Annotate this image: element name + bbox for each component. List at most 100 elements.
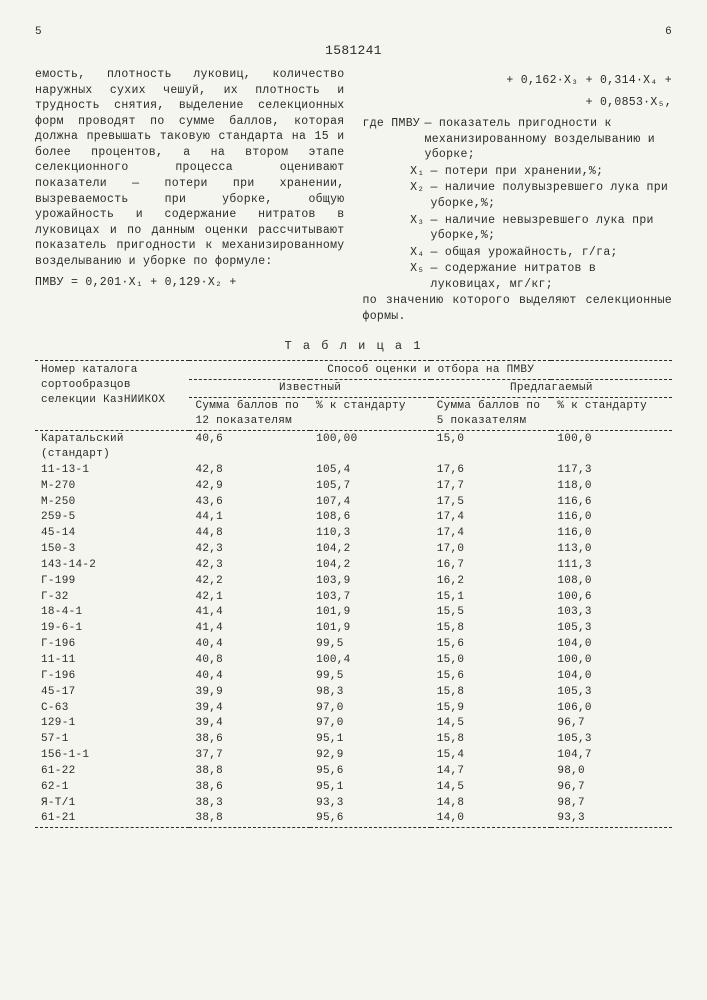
where-text-2: — наличие полувызревшего лука при уборке… [431, 180, 673, 211]
table-cell: 105,4 [310, 462, 431, 478]
table-cell: 62-1 [35, 779, 189, 795]
table-cell: Я-Т/1 [35, 795, 189, 811]
table-cell: 17,4 [431, 526, 552, 542]
table-row: 18-4-141,4101,915,5103,3 [35, 605, 672, 621]
table-cell: 104,2 [310, 542, 431, 558]
table-cell: 101,9 [310, 605, 431, 621]
table-row: 19-6-141,4101,915,8105,3 [35, 621, 672, 637]
table-cell: 15,6 [431, 637, 552, 653]
table-cell: 57-1 [35, 732, 189, 748]
table-row: М-25043,6107,417,5116,6 [35, 494, 672, 510]
table-cell: 104,2 [310, 557, 431, 573]
table-cell: 15,4 [431, 748, 552, 764]
table-row: 143-14-242,3104,216,7111,3 [35, 557, 672, 573]
tail-text: по значению которого выделяют селекционн… [363, 293, 673, 324]
where-x2: X₂ [363, 180, 431, 211]
table-cell: 14,0 [431, 811, 552, 827]
table-cell: 42,8 [189, 462, 310, 478]
where-x4: X₄ [363, 245, 431, 261]
page-header: 5 6 [35, 25, 672, 40]
table-cell: 105,3 [551, 621, 672, 637]
table-cell: 17,6 [431, 462, 552, 478]
table-cell: 42,2 [189, 573, 310, 589]
table-cell: 104,0 [551, 637, 672, 653]
table-cell: 11-13-1 [35, 462, 189, 478]
table-cell: 15,1 [431, 589, 552, 605]
left-paragraph: емость, плотность луковиц, количество на… [35, 67, 345, 269]
table-cell: 113,0 [551, 542, 672, 558]
where-text-3: — наличие невызревшего лука при уборке,%… [431, 213, 673, 244]
th-group: Способ оценки и отбора на ПМВУ [189, 362, 672, 379]
table-cell: 18-4-1 [35, 605, 189, 621]
table-row: 57-138,695,115,8105,3 [35, 732, 672, 748]
table-cell: 116,0 [551, 526, 672, 542]
table-cell: 98,3 [310, 684, 431, 700]
table-cell: 96,7 [551, 716, 672, 732]
table-cell: 38,8 [189, 811, 310, 827]
table-cell: 97,0 [310, 700, 431, 716]
th-c1: Сумма баллов по 12 показателям [189, 398, 310, 431]
table-cell: 93,3 [310, 795, 431, 811]
table-cell: Г-199 [35, 573, 189, 589]
table-cell: М-270 [35, 478, 189, 494]
table-cell: 14,5 [431, 779, 552, 795]
th-c2: % к стандарту [310, 398, 431, 431]
formula-cont2: + 0,0853·X₅, [363, 95, 673, 111]
table-cell: 105,7 [310, 478, 431, 494]
table-cell: 156-1-1 [35, 748, 189, 764]
page-left: 5 [35, 25, 42, 40]
table-cell: 38,3 [189, 795, 310, 811]
table-row: Г-19942,2103,916,2108,0 [35, 573, 672, 589]
table-cell: 95,1 [310, 779, 431, 795]
table-cell: 15,8 [431, 684, 552, 700]
th-catalog: Номер каталога сортообразцов селекции Ка… [35, 362, 189, 430]
table-row: 45-1444,8110,317,4116,0 [35, 526, 672, 542]
table-cell: 15,8 [431, 732, 552, 748]
table-cell: 101,9 [310, 621, 431, 637]
table-cell: 40,8 [189, 653, 310, 669]
where-list: где ПМВУ — показатель пригодности к меха… [363, 116, 673, 292]
where-text-0: — показатель пригодности к механизирован… [425, 116, 673, 163]
where-intro: где ПМВУ [363, 116, 425, 163]
table-cell: 99,5 [310, 637, 431, 653]
table-row: 150-342,3104,217,0113,0 [35, 542, 672, 558]
table-cell: 103,7 [310, 589, 431, 605]
table-row: Г-19640,499,515,6104,0 [35, 668, 672, 684]
table-cell: 95,1 [310, 732, 431, 748]
table-cell: 45-17 [35, 684, 189, 700]
table-cell: 15,5 [431, 605, 552, 621]
th-c3: Сумма баллов по 5 показателям [431, 398, 552, 431]
table-cell: 95,6 [310, 763, 431, 779]
table-cell: 98,7 [551, 795, 672, 811]
table-cell: 98,0 [551, 763, 672, 779]
table-cell: 99,5 [310, 668, 431, 684]
table-cell: 43,6 [189, 494, 310, 510]
table-cell: 16,2 [431, 573, 552, 589]
table-caption: Т а б л и ц а 1 [35, 338, 672, 354]
data-table: Номер каталога сортообразцов селекции Ка… [35, 360, 672, 828]
table-cell: 106,0 [551, 700, 672, 716]
where-x3: X₃ [363, 213, 431, 244]
table-cell: 39,9 [189, 684, 310, 700]
table-cell: С-63 [35, 700, 189, 716]
table-cell: 110,3 [310, 526, 431, 542]
table-cell: 38,8 [189, 763, 310, 779]
formula-cont1: + 0,162·X₃ + 0,314·X₄ + [363, 73, 673, 89]
table-cell: 40,4 [189, 668, 310, 684]
table-row: 11-1140,8100,415,0100,0 [35, 653, 672, 669]
table-row: 156-1-137,792,915,4104,7 [35, 748, 672, 764]
table-row: С-6339,497,015,9106,0 [35, 700, 672, 716]
table-cell: 117,3 [551, 462, 672, 478]
table-row: 61-2138,895,614,093,3 [35, 811, 672, 827]
table-cell: М-250 [35, 494, 189, 510]
table-cell: 14,7 [431, 763, 552, 779]
table-cell: 38,6 [189, 779, 310, 795]
table-cell: 108,0 [551, 573, 672, 589]
table-cell: 105,3 [551, 684, 672, 700]
table-cell: 14,5 [431, 716, 552, 732]
table-cell: 15,0 [431, 653, 552, 669]
where-x1: X₁ [363, 164, 431, 180]
table-cell: 41,4 [189, 621, 310, 637]
table-cell: 108,6 [310, 510, 431, 526]
table-cell: 41,4 [189, 605, 310, 621]
